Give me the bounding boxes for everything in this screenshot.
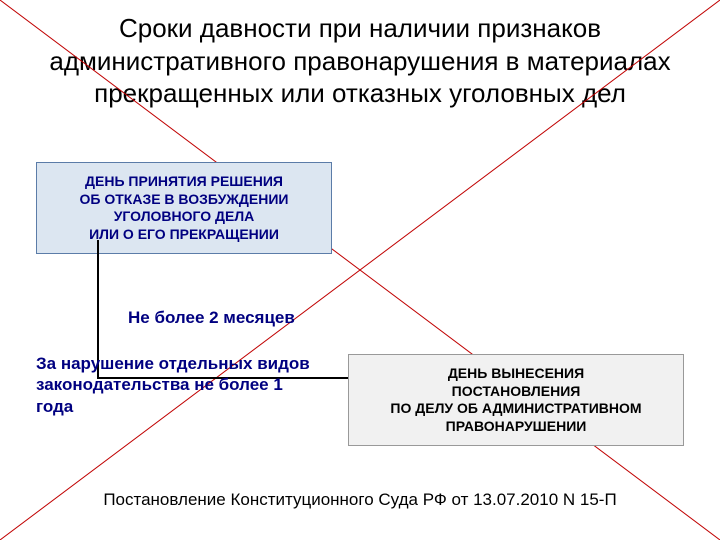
box-line: ОБ ОТКАЗЕ В ВОЗБУЖДЕНИИ xyxy=(49,191,319,209)
page-title: Сроки давности при наличии признаков адм… xyxy=(0,0,720,118)
duration-label: Не более 2 месяцев xyxy=(128,308,295,328)
box-line: ПО ДЕЛУ ОБ АДМИНИСТРАТИВНОМ xyxy=(361,400,671,418)
footer-citation: Постановление Конституционного Суда РФ о… xyxy=(0,490,720,510)
note-text: За нарушение отдельных видов законодател… xyxy=(36,353,321,417)
ruling-day-box: ДЕНЬ ВЫНЕСЕНИЯ ПОСТАНОВЛЕНИЯ ПО ДЕЛУ ОБ … xyxy=(348,354,684,446)
box-line: ПОСТАНОВЛЕНИЯ xyxy=(361,383,671,401)
box-line: ПРАВОНАРУШЕНИИ xyxy=(361,418,671,436)
box-line: ДЕНЬ ПРИНЯТИЯ РЕШЕНИЯ xyxy=(49,173,319,191)
box-line: УГОЛОВНОГО ДЕЛА xyxy=(49,208,319,226)
box-line: ИЛИ О ЕГО ПРЕКРАЩЕНИИ xyxy=(49,226,319,244)
box-line: ДЕНЬ ВЫНЕСЕНИЯ xyxy=(361,365,671,383)
decision-day-box: ДЕНЬ ПРИНЯТИЯ РЕШЕНИЯ ОБ ОТКАЗЕ В ВОЗБУЖ… xyxy=(36,162,332,254)
